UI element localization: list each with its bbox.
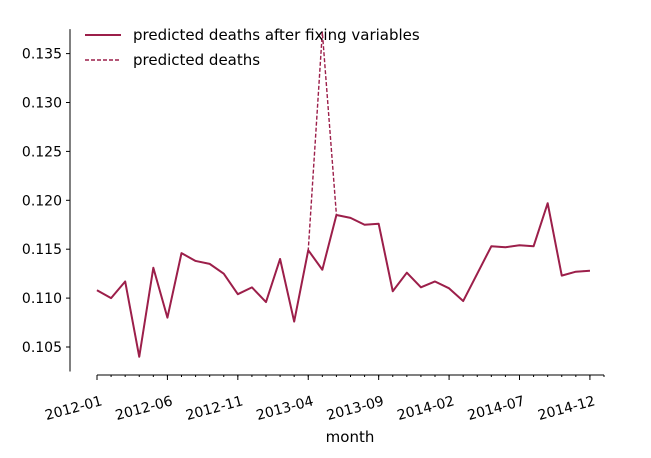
y-tick-label: 0.130 xyxy=(22,96,62,112)
y-tick-label: 0.120 xyxy=(22,193,62,209)
x-tick-label: 2012-01 xyxy=(43,393,104,424)
x-tick-label: 2014-02 xyxy=(395,393,456,424)
x-tick-label: 2012-06 xyxy=(114,393,175,424)
series-layer xyxy=(96,31,590,358)
legend: predicted deaths after fixing variables p… xyxy=(85,26,420,69)
x-tick-label: 2012-11 xyxy=(184,393,245,424)
x-axis-label: month xyxy=(326,428,375,446)
legend-label: predicted deaths xyxy=(133,51,260,69)
legend-label: predicted deaths after fixing variables xyxy=(133,26,420,44)
y-tick-label: 0.135 xyxy=(22,47,62,63)
y-axis: 0.105 0.110 0.115 0.120 0.125 0.130 0.135 xyxy=(22,29,71,372)
x-tick-label: 2013-04 xyxy=(255,393,316,424)
x-tick-label: 2013-09 xyxy=(325,393,386,424)
x-tick-label: 2014-07 xyxy=(466,393,527,424)
x-axis: 2012-01 2012-06 2012-11 2013-04 2013-09 2014-… xyxy=(43,374,605,424)
y-tick-label: 0.105 xyxy=(22,340,62,356)
series-line-predicted-deaths xyxy=(96,31,590,358)
series-line-predicted-deaths-after-fixing xyxy=(96,202,590,358)
x-tick-label: 2014-12 xyxy=(536,393,597,424)
y-tick-label: 0.110 xyxy=(22,291,62,307)
y-tick-label: 0.115 xyxy=(22,242,62,258)
y-tick-label: 0.125 xyxy=(22,144,62,160)
